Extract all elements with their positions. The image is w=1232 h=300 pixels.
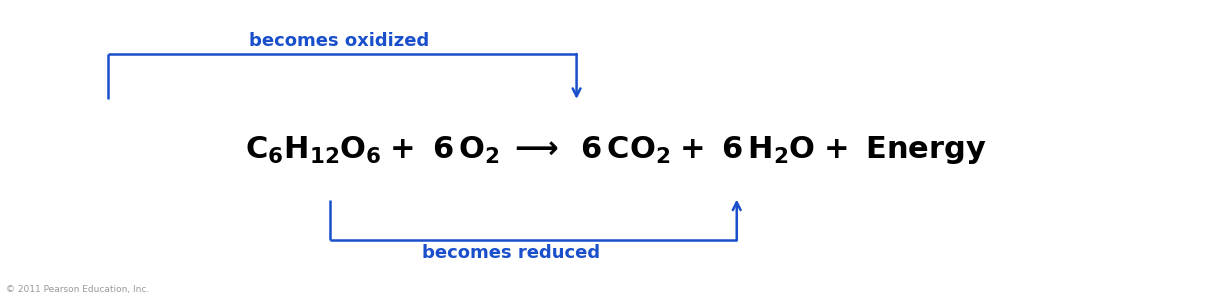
Text: becomes oxidized: becomes oxidized — [249, 32, 429, 50]
Text: © 2011 Pearson Education, Inc.: © 2011 Pearson Education, Inc. — [6, 285, 149, 294]
Text: $\mathbf{C_6H_{12}O_6}$$\;\mathbf{+}\;$$\;\mathbf{6\,O_2}$$\;\mathbf{\longrighta: $\mathbf{C_6H_{12}O_6}$$\;\mathbf{+}\;$$… — [245, 134, 987, 166]
Text: becomes reduced: becomes reduced — [423, 244, 600, 262]
